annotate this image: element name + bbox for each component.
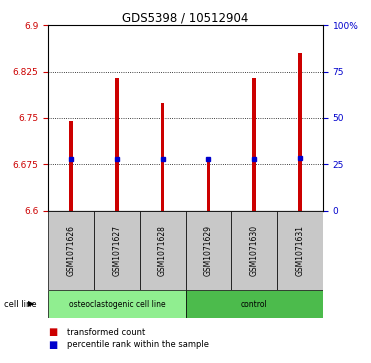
Text: ■: ■ xyxy=(48,327,58,337)
Bar xyxy=(231,211,277,290)
Text: GSM1071626: GSM1071626 xyxy=(67,225,76,276)
Bar xyxy=(298,53,302,211)
Bar xyxy=(186,290,323,318)
Text: control: control xyxy=(241,299,267,309)
Text: percentile rank within the sample: percentile rank within the sample xyxy=(67,340,209,349)
Title: GDS5398 / 10512904: GDS5398 / 10512904 xyxy=(122,11,249,24)
Bar xyxy=(252,78,256,211)
Text: cell line: cell line xyxy=(4,299,36,309)
Text: ▶: ▶ xyxy=(28,299,35,309)
Text: osteoclastogenic cell line: osteoclastogenic cell line xyxy=(69,299,165,309)
Text: GSM1071629: GSM1071629 xyxy=(204,225,213,276)
Text: GSM1071631: GSM1071631 xyxy=(295,225,304,276)
Bar xyxy=(140,211,186,290)
Text: ■: ■ xyxy=(48,340,58,350)
Bar xyxy=(161,102,164,211)
Bar xyxy=(94,211,140,290)
Text: GSM1071630: GSM1071630 xyxy=(250,225,259,276)
Text: transformed count: transformed count xyxy=(67,328,145,337)
Bar xyxy=(207,158,210,211)
Bar xyxy=(48,290,186,318)
Bar xyxy=(69,121,73,211)
Bar xyxy=(277,211,323,290)
Text: GSM1071627: GSM1071627 xyxy=(112,225,121,276)
Bar xyxy=(186,211,231,290)
Text: GSM1071628: GSM1071628 xyxy=(158,225,167,276)
Bar xyxy=(48,211,94,290)
Bar xyxy=(115,78,119,211)
